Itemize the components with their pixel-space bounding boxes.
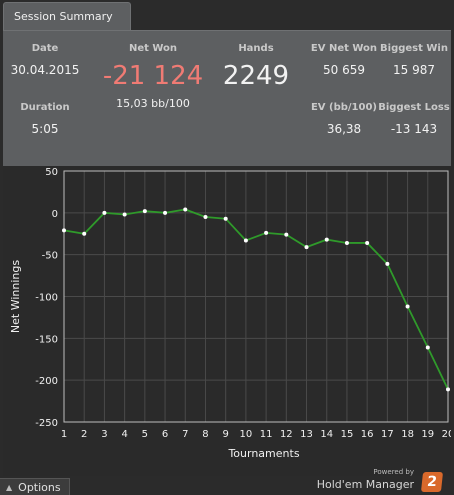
duration-value: 5:05 bbox=[31, 122, 59, 136]
ev-net-won-value: 50 659 bbox=[323, 63, 365, 77]
hm2-logo-icon: 2 bbox=[420, 472, 444, 492]
y-tick-label: -50 bbox=[42, 251, 58, 262]
biggest-loss-label: Biggest Loss bbox=[378, 102, 450, 113]
x-tick-label: 9 bbox=[222, 429, 228, 440]
data-point bbox=[223, 216, 228, 221]
data-point bbox=[304, 245, 309, 250]
options-button[interactable]: ▲ Options bbox=[0, 478, 70, 495]
x-tick-label: 17 bbox=[381, 429, 394, 440]
powered-by-text: Powered by bbox=[373, 468, 414, 476]
y-tick-label: -250 bbox=[35, 418, 58, 429]
data-point bbox=[446, 387, 450, 392]
data-point bbox=[163, 210, 168, 215]
x-tick-label: 19 bbox=[421, 429, 434, 440]
biggest-win-value: 15 987 bbox=[393, 63, 435, 77]
x-tick-label: 12 bbox=[280, 429, 293, 440]
x-tick-label: 4 bbox=[121, 429, 127, 440]
y-tick-label: -100 bbox=[35, 293, 58, 304]
data-point bbox=[183, 207, 188, 212]
session-summary-panel: Date 30.04.2015 Duration 5:05 Net Won -2… bbox=[3, 30, 451, 166]
y-axis-label: Net Winnings bbox=[9, 260, 22, 333]
x-tick-label: 2 bbox=[81, 429, 87, 440]
y-tick-label: 50 bbox=[45, 167, 58, 178]
x-tick-label: 3 bbox=[101, 429, 107, 440]
x-tick-label: 6 bbox=[162, 429, 168, 440]
net-won-label: Net Won bbox=[128, 43, 178, 54]
x-tick-label: 16 bbox=[361, 429, 374, 440]
data-point bbox=[142, 209, 147, 214]
biggest-loss-value: -13 143 bbox=[390, 122, 438, 136]
duration-label: Duration bbox=[20, 102, 70, 113]
data-point bbox=[284, 232, 289, 237]
options-label: Options bbox=[18, 480, 61, 494]
x-tick-label: 8 bbox=[202, 429, 208, 440]
y-tick-label: -150 bbox=[35, 334, 58, 345]
x-tick-label: 18 bbox=[401, 429, 414, 440]
data-point bbox=[82, 231, 87, 236]
data-point bbox=[203, 215, 208, 220]
biggest-win-label: Biggest Win bbox=[380, 43, 448, 54]
data-point bbox=[344, 240, 349, 245]
net-won-value: -21 124 bbox=[102, 61, 204, 91]
y-tick-label: -200 bbox=[35, 376, 58, 387]
x-tick-label: 5 bbox=[142, 429, 148, 440]
data-point bbox=[324, 237, 329, 242]
x-tick-label: 15 bbox=[341, 429, 354, 440]
x-tick-label: 10 bbox=[240, 429, 253, 440]
hands-value: 2249 bbox=[222, 61, 290, 91]
date-label: Date bbox=[31, 43, 59, 54]
brand-name: Hold'em Manager bbox=[316, 478, 414, 491]
net-won-bb100: 15,03 bb/100 bbox=[116, 97, 190, 110]
data-point bbox=[385, 261, 390, 266]
ev-bb100-label: EV (bb/100) bbox=[310, 102, 378, 113]
x-tick-label: 13 bbox=[300, 429, 313, 440]
data-point bbox=[62, 228, 66, 233]
data-point bbox=[102, 210, 107, 215]
tab-session-summary[interactable]: Session Summary bbox=[3, 2, 131, 30]
date-value: 30.04.2015 bbox=[10, 63, 80, 77]
brand-logo-area: Powered by Hold'em Manager 2 bbox=[316, 468, 448, 494]
data-point bbox=[264, 230, 269, 235]
data-point bbox=[425, 345, 430, 350]
x-tick-label: 20 bbox=[442, 429, 451, 440]
x-tick-label: 7 bbox=[182, 429, 188, 440]
ev-net-won-label: EV Net Won bbox=[310, 43, 378, 54]
hands-label: Hands bbox=[238, 43, 274, 54]
series-line bbox=[63, 208, 449, 390]
x-tick-label: 11 bbox=[260, 429, 273, 440]
x-tick-label: 1 bbox=[61, 429, 67, 440]
x-tick-label: 14 bbox=[320, 429, 333, 440]
net-winnings-chart: 50 0 -50 -100 -150 -200 -250 1 2 3 4 5 6 7 8 9 10 11 12 13 1… bbox=[3, 166, 451, 476]
plot-border bbox=[63, 170, 449, 423]
tab-bar: Session Summary bbox=[0, 0, 454, 30]
data-point bbox=[405, 304, 410, 309]
footer-bar bbox=[0, 476, 454, 495]
data-point bbox=[243, 238, 248, 243]
ev-bb100-value: 36,38 bbox=[326, 122, 362, 136]
chevron-up-icon: ▲ bbox=[6, 482, 13, 492]
data-point bbox=[122, 212, 127, 217]
data-point bbox=[365, 240, 370, 245]
x-axis-label: Tournaments bbox=[227, 447, 299, 460]
y-tick-label: 0 bbox=[52, 209, 58, 220]
